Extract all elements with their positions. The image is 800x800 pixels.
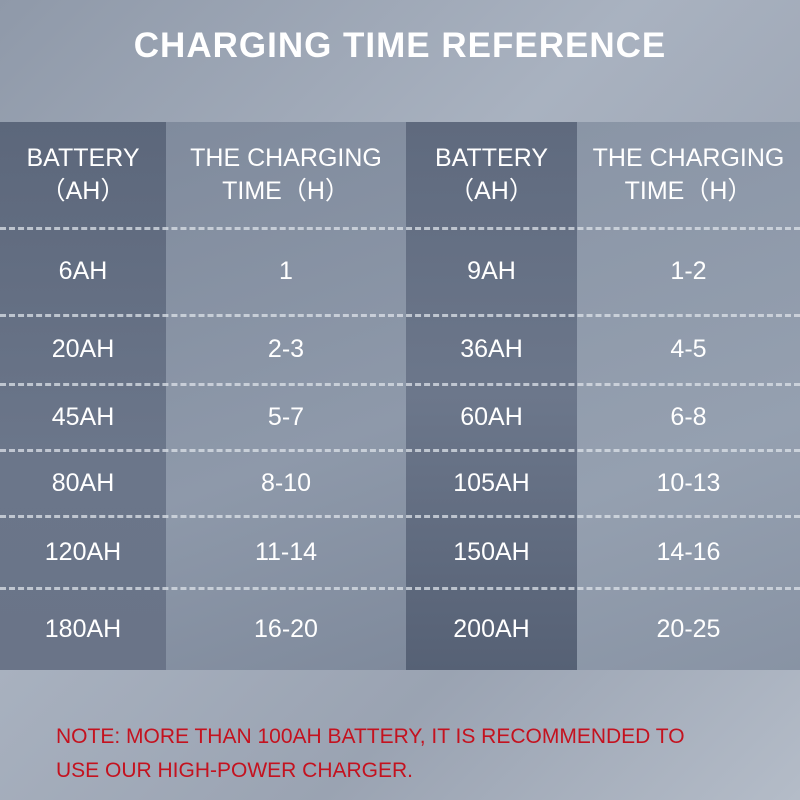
time-cell: 14-16 [656,537,721,566]
time-cell: 4-5 [670,335,707,363]
header-time: THE CHARGING TIME（H） [166,122,406,228]
time-cell: 10-13 [656,468,721,497]
column-time-1 [166,122,406,670]
header-text: （AH） [40,177,126,205]
time-cell: 6-8 [670,402,707,431]
time-cell: 2-3 [267,335,305,363]
header-text: THE CHARGING [592,144,785,172]
table-row: 80AH 8-10 105AH 10-13 [0,450,800,516]
time-cell: 16-20 [254,614,318,643]
battery-cell: 20AH [51,335,115,363]
time-cell: 20-25 [656,614,721,643]
battery-cell: 120AH [44,537,122,566]
row-divider [0,515,800,518]
charging-time-table: BATTERY （AH） THE CHARGING TIME（H） BATTERY （… [0,122,800,670]
note-line-1: NOTE: MORE THAN 100AH BATTERY, IT IS REC… [56,725,685,748]
header-time: THE CHARGING TIME（H） [577,122,800,228]
battery-cell: 9AH [467,257,516,285]
note-text: NOTE: MORE THAN 100AH BATTERY, IT IS REC… [56,720,756,788]
column-time-2 [577,122,800,670]
time-cell: 5-7 [267,402,305,431]
table-row: 45AH 5-7 60AH 6-8 [0,384,800,450]
header-text: BATTERY [435,144,548,172]
time-cell: 11-14 [254,537,318,566]
page-title: CHARGING TIME REFERENCE [133,26,667,65]
note-line-2: USE OUR HIGH-POWER CHARGER. [56,759,414,782]
table-row: 6AH 1 9AH 1-2 [0,228,800,315]
battery-cell: 60AH [460,402,523,431]
column-battery-2 [406,122,577,670]
row-divider [0,449,800,452]
header-text: TIME（H） [624,177,753,205]
battery-cell: 36AH [460,335,523,363]
table-row: 120AH 11-14 150AH 14-16 [0,516,800,588]
time-cell: 1 [279,257,293,285]
time-cell: 1-2 [670,257,707,285]
header-battery: BATTERY （AH） [0,122,166,228]
row-divider [0,227,800,230]
row-divider [0,383,800,386]
row-divider [0,314,800,317]
header-text: BATTERY [26,144,140,172]
battery-cell: 180AH [44,614,122,643]
header-text: （AH） [449,177,534,205]
column-battery-1 [0,122,166,670]
header-row: BATTERY （AH） THE CHARGING TIME（H） BATTERY （… [0,122,800,228]
time-cell: 8-10 [260,468,312,497]
battery-cell: 45AH [51,402,115,431]
row-divider [0,587,800,590]
battery-cell: 105AH [453,468,530,497]
header-battery: BATTERY （AH） [406,122,577,228]
table-row: 20AH 2-3 36AH 4-5 [0,315,800,384]
battery-cell: 150AH [453,537,530,566]
header-text: THE CHARGING [190,144,382,172]
battery-cell: 80AH [51,468,115,497]
battery-cell: 6AH [58,257,108,285]
header-text: TIME（H） [222,177,350,205]
table-row: 180AH 16-20 200AH 20-25 [0,588,800,670]
battery-cell: 200AH [453,614,530,643]
